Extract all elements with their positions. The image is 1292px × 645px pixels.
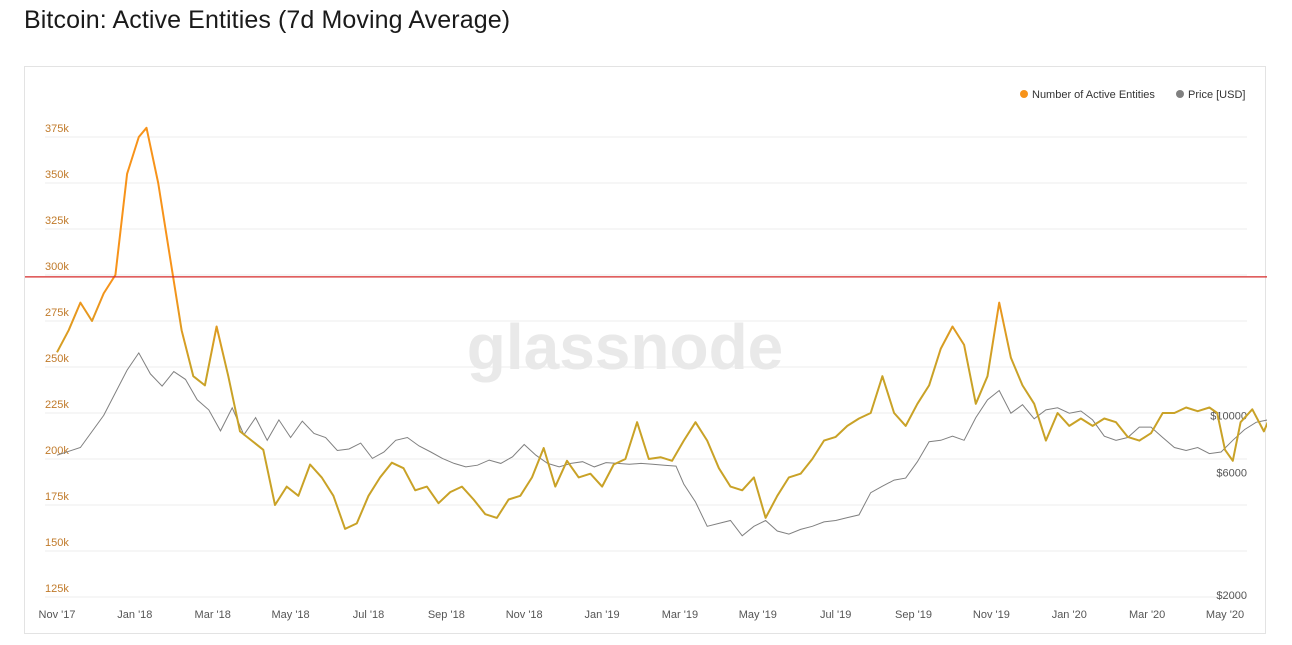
x-tick-label: May '19 — [739, 609, 777, 621]
legend-item-price[interactable]: Price [USD] — [1176, 89, 1245, 101]
y-tick-label: 300k — [45, 261, 69, 273]
x-tick-label: Mar '20 — [1129, 609, 1165, 621]
x-tick-label: May '18 — [272, 609, 310, 621]
x-tick-label: Jul '18 — [353, 609, 384, 621]
legend: Number of Active Entities Price [USD] — [1020, 89, 1245, 101]
x-tick-label: Nov '18 — [506, 609, 543, 621]
y-tick-label: 125k — [45, 583, 69, 595]
grid-lines — [45, 136, 1247, 598]
gray-dot-icon — [1176, 90, 1184, 98]
chart-card: glassnode 125k 150k 175k 200k 225k 250k 275k 30… — [24, 66, 1267, 635]
legend-label-price: Price [USD] — [1188, 89, 1245, 101]
y-axis-left: 125k 150k 175k 200k 225k 250k 275k 300k 325k 350k… — [45, 123, 69, 595]
legend-item-active-entities[interactable]: Number of Active Entities — [1020, 89, 1155, 101]
x-tick-label: Sep '19 — [895, 609, 932, 621]
chart-svg[interactable]: glassnode 125k 150k 175k 200k 225k 250k 275k 30… — [25, 67, 1267, 635]
y-tick-label: 175k — [45, 491, 69, 503]
x-tick-label: Sep '18 — [428, 609, 465, 621]
y-tick-label: 350k — [45, 169, 69, 181]
orange-dot-icon — [1020, 90, 1028, 98]
series-line-active-entities — [56, 126, 1267, 530]
y-tick-label: 225k — [45, 399, 69, 411]
y-tick-label: 325k — [45, 215, 69, 227]
x-tick-label: Jan '18 — [117, 609, 152, 621]
y-axis-right: $2000$6000$10000 — [1210, 410, 1247, 602]
x-tick-label: Nov '19 — [973, 609, 1010, 621]
watermark: glassnode — [467, 311, 784, 383]
series-line-price — [56, 351, 1267, 537]
x-tick-label: Jan '19 — [584, 609, 619, 621]
y-tick-label: 250k — [45, 353, 69, 365]
x-tick-label: Nov '17 — [39, 609, 76, 621]
x-tick-label: Jul '19 — [820, 609, 851, 621]
x-tick-label: Mar '18 — [195, 609, 231, 621]
y-tick-label: 200k — [45, 445, 69, 457]
legend-label-active-entities: Number of Active Entities — [1032, 89, 1155, 101]
y-tick-label: 275k — [45, 307, 69, 319]
y-tick-label: 150k — [45, 537, 69, 549]
x-tick-label: Jan '20 — [1052, 609, 1087, 621]
x-tick-label: May '20 — [1206, 609, 1244, 621]
y-right-tick-label: $6000 — [1216, 467, 1247, 479]
y-right-tick-label: $2000 — [1216, 590, 1247, 602]
y-tick-label: 375k — [45, 123, 69, 135]
x-tick-label: Mar '19 — [662, 609, 698, 621]
x-axis: Nov '17 Jan '18 Mar '18 May '18 Jul '18 Sep '… — [39, 609, 1245, 621]
page-title: Bitcoin: Active Entities (7d Moving Aver… — [24, 6, 511, 34]
